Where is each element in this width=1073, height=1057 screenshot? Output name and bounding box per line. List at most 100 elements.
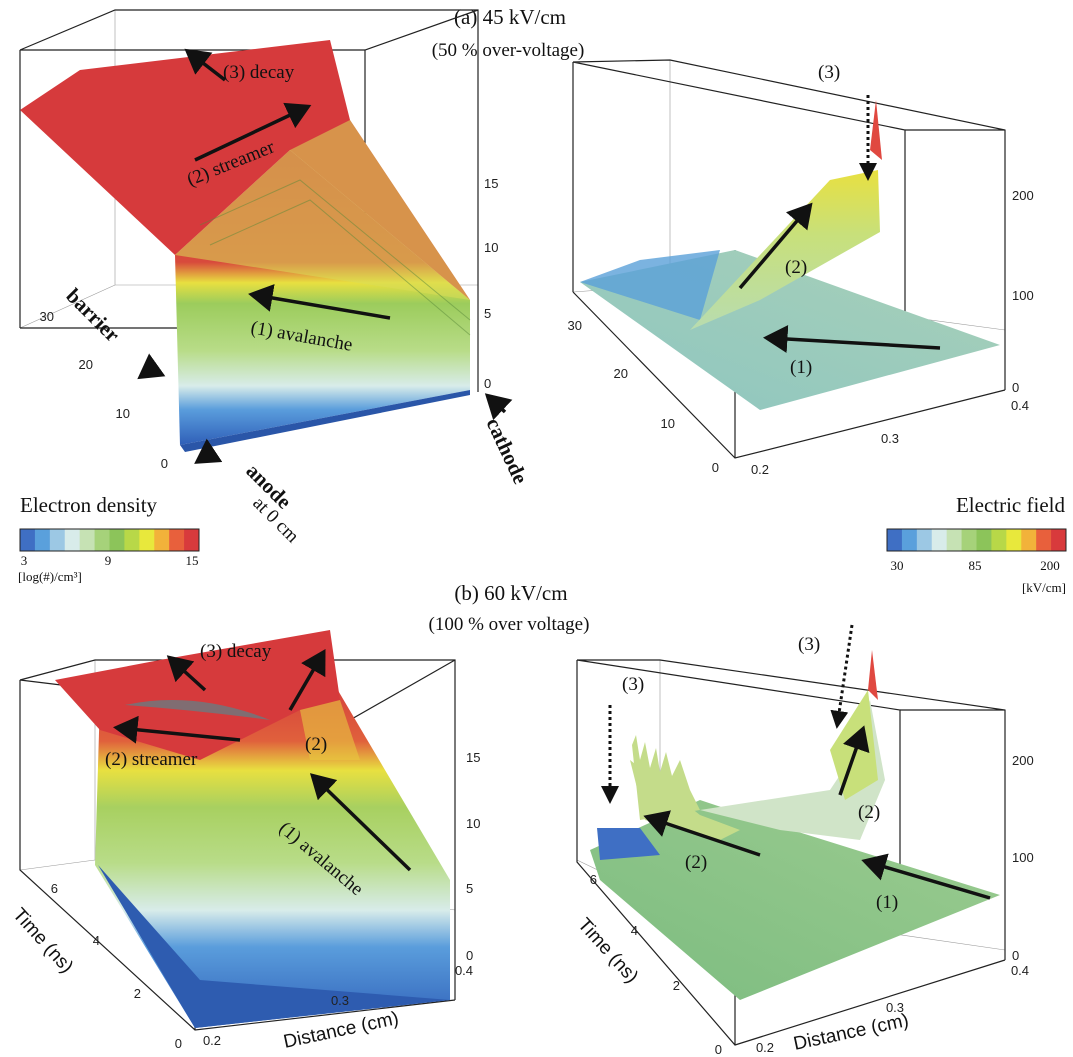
field-b-ztick: 0 [1012, 948, 1019, 963]
colorbar-density-label: Electron density [20, 493, 158, 517]
panel-b-density-plot: 0 5 10 15 0 2 4 6 0.2 0.3 0.4 Time (ns) … [8, 630, 480, 1053]
label-field-b-3b: (3) [798, 634, 820, 655]
density-a-ztick: 15 [484, 176, 498, 191]
density-b-ztick: 0 [466, 948, 473, 963]
density-a-ztick: 0 [484, 376, 491, 391]
colorbar-swatch [109, 529, 125, 551]
colorbar-field-tick: 30 [891, 558, 904, 573]
panel-b-title: (b) 60 kV/cm [454, 581, 567, 605]
colorbar-density-tick: 3 [21, 553, 28, 568]
density-a-ttick: 20 [79, 357, 93, 372]
colorbar-swatch [139, 529, 155, 551]
density-a-ttick: 30 [40, 309, 54, 324]
label-field-a-1: (1) [790, 357, 812, 378]
density-b-ttick: 4 [93, 933, 100, 948]
label-field-b-1: (1) [876, 892, 898, 913]
field-a-xtick: 0.2 [751, 462, 769, 477]
colorbar-swatch [49, 529, 66, 551]
panel-b-subtitle: (100 % over voltage) [429, 614, 590, 635]
label-decay-b: (3) decay [200, 641, 272, 662]
colorbar-density-tick: 15 [186, 553, 199, 568]
label-field-a-3: (3) [818, 62, 840, 83]
field-a-ttick: 10 [661, 416, 675, 431]
density-b-xtick: 0.2 [203, 1033, 221, 1048]
field-a-ztick: 200 [1012, 188, 1034, 203]
colorbar-density-tick: 9 [105, 553, 112, 568]
field-a-xtick: 0.3 [881, 431, 899, 446]
density-a-ttick: 0 [161, 456, 168, 471]
colorbar-swatch [916, 529, 933, 551]
field-b-ttick: 0 [715, 1042, 722, 1057]
colorbar-field-unit: [kV/cm] [1022, 580, 1066, 595]
density-b-ylabel: Time (ns) [8, 904, 77, 977]
density-b-ttick: 6 [51, 881, 58, 896]
label-streamer-b: (2) streamer [105, 749, 198, 770]
colorbar-swatch [901, 529, 918, 551]
label-density-b-2: (2) [305, 734, 327, 755]
field-b-ttick: 4 [631, 923, 638, 938]
density-b-xtick: 0.3 [331, 993, 349, 1008]
colorbar-density-swatches [20, 529, 200, 551]
colorbar-field-label: Electric field [956, 493, 1066, 517]
field-surface-a-ridge [690, 170, 880, 330]
colorbar-swatch [184, 529, 200, 551]
field-b-ztick: 200 [1012, 753, 1034, 768]
label-cathode: cathode [481, 414, 532, 488]
colorbar-swatch [1051, 529, 1067, 551]
density-surface-a-top [20, 40, 470, 300]
density-b-ztick: 10 [466, 816, 480, 831]
field-b-xtick: 0.2 [756, 1040, 774, 1055]
colorbar-swatch [20, 529, 36, 551]
field-a-xtick: 0.4 [1011, 398, 1029, 413]
colorbar-swatch [976, 529, 992, 551]
density-b-ztick: 15 [466, 750, 480, 765]
density-b-ztick: 5 [466, 881, 473, 896]
field-b-ztick: 100 [1012, 850, 1034, 865]
label-field-b-3a: (3) [622, 674, 644, 695]
colorbar-swatch [169, 529, 185, 551]
colorbar-swatch [124, 529, 140, 551]
density-a-ttick: 10 [116, 406, 130, 421]
field-a-ztick: 100 [1012, 288, 1034, 303]
label-field-b-2a: (2) [858, 802, 880, 823]
field-a-ttick: 20 [614, 366, 628, 381]
label-decay-a: (3) decay [223, 62, 295, 83]
label-field-a-2: (2) [785, 257, 807, 278]
field-b-ttick: 2 [673, 978, 680, 993]
colorbar-swatch [79, 529, 96, 551]
field-b-xtick: 0.3 [886, 1000, 904, 1015]
colorbar-swatch [991, 529, 1007, 551]
panel-a-field-plot: 0 100 200 0 10 20 30 0.2 0.3 0.4 (3) (2)… [568, 59, 1034, 477]
field-surface-b-floor [590, 800, 1000, 1000]
colorbar-swatch [94, 529, 110, 551]
field-a-ttick: 0 [712, 460, 719, 475]
panel-a-title: (a) 45 kV/cm [454, 5, 566, 29]
colorbar-swatch [931, 529, 948, 551]
field-b-xlabel: Distance (cm) [792, 1010, 911, 1055]
label-field-b-2b: (2) [685, 852, 707, 873]
density-b-ttick: 2 [134, 986, 141, 1001]
density-a-ztick: 10 [484, 240, 498, 255]
density-b-xtick: 0.4 [455, 963, 473, 978]
field-a-ztick: 0 [1012, 380, 1019, 395]
colorbar-swatch [1021, 529, 1037, 551]
colorbar-swatch [34, 529, 51, 551]
colorbar-field-swatches [887, 529, 1067, 551]
density-a-ztick: 5 [484, 306, 491, 321]
colorbar-field: Electric field 30 85 200 [kV/cm] [886, 493, 1067, 595]
panel-b-field-plot: 0 100 200 0 2 4 6 0.2 0.3 0.4 Time (ns) … [573, 624, 1034, 1057]
colorbar-swatch [1036, 529, 1052, 551]
density-b-ttick: 0 [175, 1036, 182, 1051]
colorbar-swatch [64, 529, 81, 551]
colorbar-swatch [961, 529, 977, 551]
colorbar-density: Electron density 3 9 15 [log(#)/cm³] [18, 493, 200, 584]
panel-a-subtitle: (50 % over-voltage) [432, 40, 585, 61]
label-barrier: barrier [61, 284, 124, 347]
field-b-ttick: 6 [590, 872, 597, 887]
colorbar-field-tick: 200 [1040, 558, 1060, 573]
colorbar-density-unit: [log(#)/cm³] [18, 569, 82, 584]
colorbar-swatch [154, 529, 170, 551]
colorbar-field-tick: 85 [969, 558, 982, 573]
colorbar-swatch [887, 529, 903, 551]
field-a-ttick: 30 [568, 318, 582, 333]
